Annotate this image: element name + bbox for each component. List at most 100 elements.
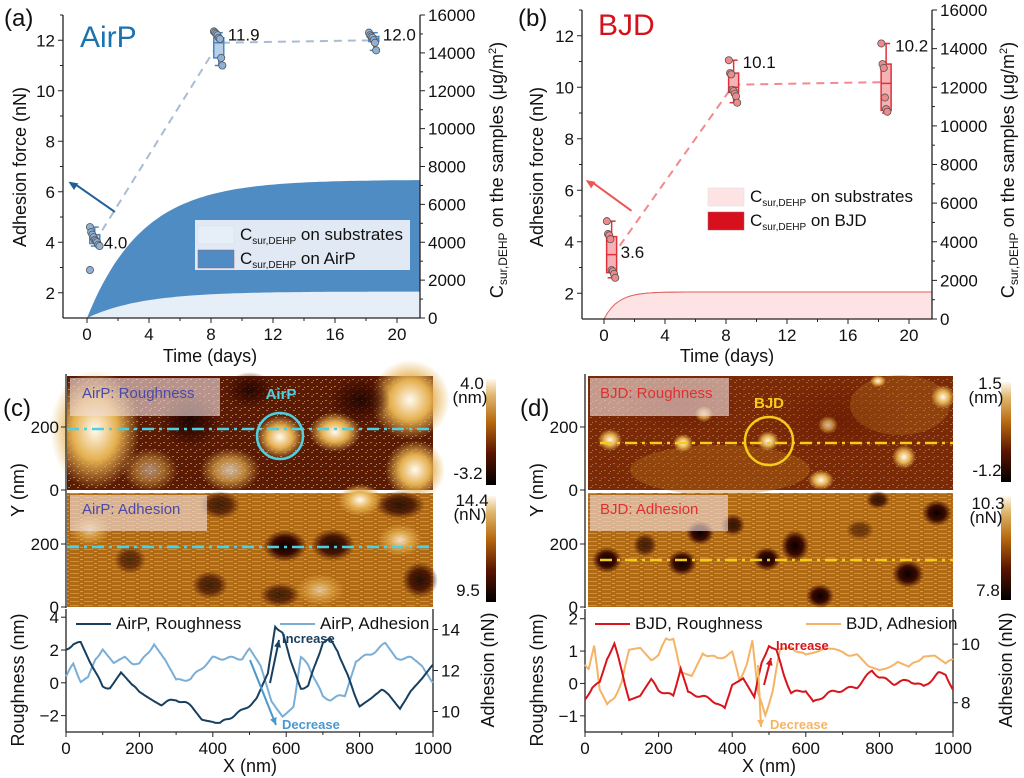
decrease-label: Decrease [282,717,340,732]
chart-title-a: AirP [80,21,137,54]
data-point [611,273,620,282]
y2-tick-label: 14 [441,621,460,640]
x-axis-label-b: Time (days) [680,346,774,366]
panel-b: (b) 0 4 8 12 16 20246810120200040006000800010… [518,1,1021,366]
mean-trend-line [610,81,887,258]
legend-label: AirP, Roughness [116,614,241,633]
x-tick-label: 400 [199,739,227,758]
colorbar-roughness-d [1001,382,1011,482]
y-axis-label-profile-c: Roughness (nm) [8,613,28,746]
colorbar-roughness-c [486,379,496,485]
y2-tick-label: 4000 [940,233,978,252]
x-tick-label: 0 [599,326,608,345]
map-y-tick-label: 0 [569,481,578,500]
y2-tick-label: 6000 [940,194,978,213]
highlight-circle-c [255,411,305,461]
y2-tick-label: 12000 [428,82,475,101]
map-label-adhesion-d: BJD: Adhesion [600,501,698,518]
series-line-roughness [65,624,434,724]
data-point [602,217,611,226]
x-tick-label: 8 [721,326,730,345]
y-tick-label: 8 [565,130,574,149]
y-tick-label: 4 [46,233,55,252]
axis-arrow [585,179,633,212]
y-tick-label: 6 [46,183,55,202]
data-point [879,63,888,72]
y2-axis-label-a: Csur,DEHP on the samples (μg/m2) [487,42,510,298]
y2-axis-label-profile-d: Adhesion (nN) [996,612,1016,727]
afm-map-roughness-d: BJD: Roughness BJD [588,375,955,495]
arrow-head [765,658,773,666]
arrow-head [270,717,277,725]
y2-tick-label: 6000 [428,195,466,214]
mean-value-label: 4.0 [104,233,128,252]
x-tick-label: 400 [718,739,746,758]
box-plots-b: 3.6 10.1 10.2 [585,36,928,282]
x-tick-label: 800 [865,739,893,758]
y2-tick-label: 16000 [428,6,475,25]
arrow-shaft [249,659,277,726]
y-tick-label: −1 [559,707,578,726]
legend-label: Csur,DEHP on substrates [240,225,403,247]
arrow-shaft [757,664,762,728]
map-y-axis-d: 0 200 0 200 [550,374,586,617]
y-tick-label: 4 [565,233,574,252]
y2-tick-label: 8000 [428,158,466,177]
x-tick-label: 600 [272,739,300,758]
legend-label: AirP, Adhesion [320,614,429,633]
legend-swatch [197,225,235,245]
map-y-tick-label: 0 [50,598,59,617]
x-tick-label: 4 [144,325,153,344]
decrease-arrow [757,664,765,728]
afm-map-adhesion-d: BJD: Adhesion [588,491,953,608]
map-label-roughness-d: BJD: Roughness [600,385,713,402]
axes-b: 0 4 8 12 16 202468101202000400060008000100001… [555,1,987,345]
y-tick-label: 2 [50,641,59,660]
y2-tick-label: 0 [940,310,949,329]
data-point [370,38,379,47]
arrow-head [757,719,765,727]
x-tick-label: 1000 [414,739,452,758]
y2-tick-label: 2000 [940,271,978,290]
colorbar-adhesion-c [486,496,496,602]
map-label-roughness-c: AirP: Roughness [82,385,195,402]
box-plots-a: 4.0 11.9 12.0 [68,26,416,275]
y2-tick-label: 4000 [428,233,466,252]
arrow-head [585,179,596,189]
x-tick-label: 1000 [934,739,972,758]
mean-value-label: 12.0 [383,26,416,45]
arrow-head [68,181,79,190]
x-tick-label: 0 [580,739,589,758]
map-y-tick-label: 0 [50,481,59,500]
map-y-axis-label-c: Y (nm) [8,463,28,517]
y-tick-label: 10 [36,82,55,101]
map-y-tick-label: 200 [550,535,578,554]
legend-label: BJD, Roughness [635,614,763,633]
y2-tick-label: 0 [428,309,437,328]
y-tick-label: 2 [569,610,578,629]
y-tick-label: 1 [569,642,578,661]
colorbar-max-roughness-d: 1.5 [978,374,1002,393]
y-tick-label: 12 [36,31,55,50]
legend-swatch [707,211,745,231]
arrow-shaft [591,181,633,212]
y-tick-label: 4 [50,608,59,627]
axis-arrow [68,181,116,213]
map-y-axis-label-d: Y (nm) [527,463,547,517]
panel-label-c: (c) [3,395,31,422]
y-tick-label: −2 [40,707,59,726]
colorbar-min-roughness-c: -3.2 [453,464,482,483]
mean-value-label: 3.6 [621,243,645,262]
x-tick-label: 20 [388,325,407,344]
map-y-tick-label: 200 [550,418,578,437]
arrow-head [274,640,281,648]
x-tick-label: 12 [264,325,283,344]
x-axis-label-a: Time (days) [163,346,257,366]
legend-label: Csur,DEHP on AirP [240,249,356,271]
legend-swatch [197,249,235,269]
data-point [732,92,741,101]
increase-arrow [269,639,281,684]
increase-label: Increase [776,638,829,653]
map-y-tick-label: 200 [31,535,59,554]
panel-c: (c) AirP: Roughness AirP [3,360,498,776]
